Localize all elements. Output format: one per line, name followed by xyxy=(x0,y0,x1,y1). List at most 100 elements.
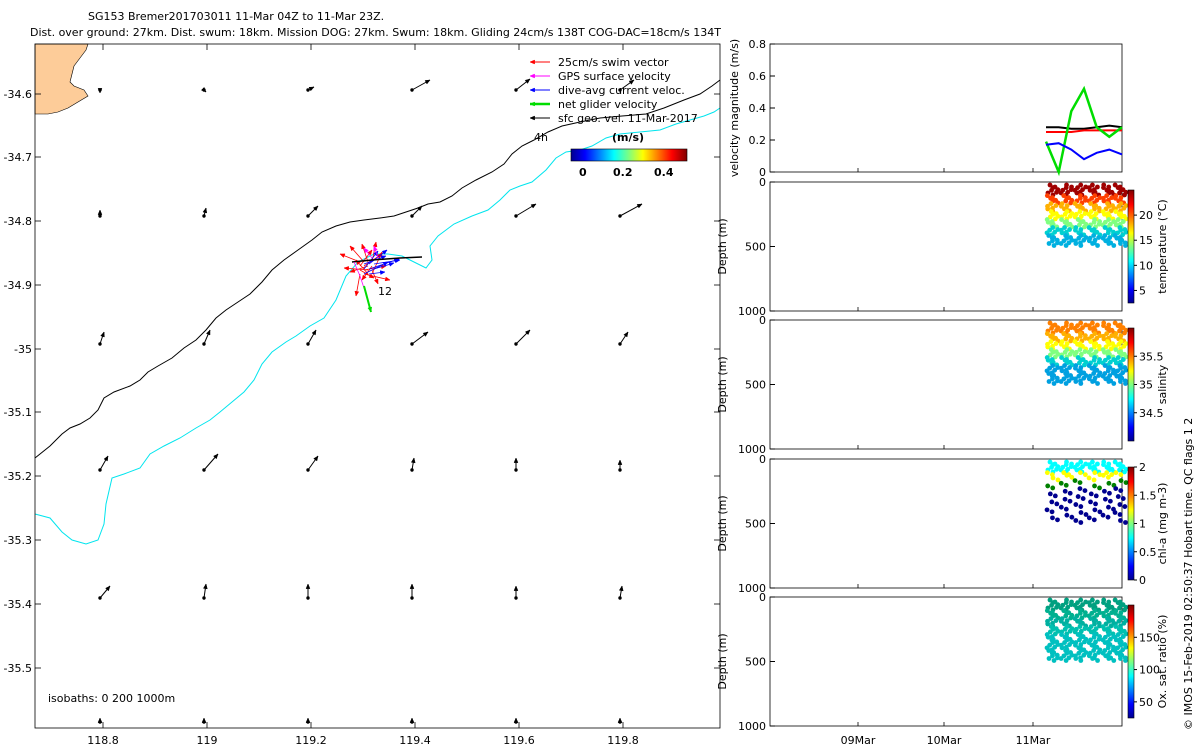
profile-point xyxy=(1106,656,1112,661)
profile-point xyxy=(1050,475,1056,481)
profile-point xyxy=(1049,464,1054,470)
geo-vector-arrow-head xyxy=(530,203,537,209)
profile-point xyxy=(1092,507,1098,513)
gps-vector xyxy=(373,245,379,259)
profile-point xyxy=(1045,621,1051,627)
depth-colorbar xyxy=(1127,189,1135,304)
profile-point xyxy=(1122,192,1127,198)
profile-point xyxy=(1078,504,1084,509)
geo-vector-arrow xyxy=(515,78,531,91)
geo-vector-arrow-head xyxy=(513,585,519,591)
map-y-tick-label: -35.1 xyxy=(4,406,32,419)
map-y-tick-label: -35.4 xyxy=(4,598,32,611)
profile-point xyxy=(1045,219,1051,225)
profile-point xyxy=(1049,187,1054,193)
colorbar-tick-label: 10 xyxy=(1139,259,1153,272)
current-vector-head xyxy=(380,255,387,260)
current-vector xyxy=(373,262,395,270)
geo-vector-arrow-head xyxy=(513,717,519,723)
depth-ytick-label: 500 xyxy=(745,656,766,669)
profile-point xyxy=(1068,338,1074,344)
profile-point xyxy=(1078,459,1084,465)
map-x-tick-label: 119.8 xyxy=(607,734,639,747)
profile-point xyxy=(1055,477,1061,483)
swim-vector-head xyxy=(361,243,366,250)
net-velocity-arrow-head xyxy=(367,306,372,313)
profile-point xyxy=(1105,474,1111,480)
profile-point xyxy=(1062,225,1067,230)
profile-point xyxy=(1096,373,1102,378)
current-vector-head xyxy=(381,249,388,255)
velocity-ytick-label: 0 xyxy=(759,166,766,179)
profile-point xyxy=(1082,224,1087,230)
colorbar-tick-2: 0.4 xyxy=(654,166,674,179)
profile-point xyxy=(1045,206,1051,212)
profile-point xyxy=(1077,222,1082,228)
profile-point xyxy=(1046,371,1052,376)
profile-point xyxy=(1090,379,1095,384)
geo-vector-arrow xyxy=(411,79,431,91)
profile-point xyxy=(1045,634,1051,640)
velocity-ytick-label: 0.8 xyxy=(749,38,767,51)
colorbar-tick-label: 2 xyxy=(1139,461,1146,474)
geo-vector-arrow xyxy=(618,585,624,599)
profile-point xyxy=(1058,203,1064,209)
map-x-tick-label: 119.4 xyxy=(399,734,431,747)
geo-vector-arrow-head xyxy=(617,717,623,723)
profile-point xyxy=(1058,480,1064,486)
geo-vector-arrow-head xyxy=(203,583,208,590)
profile-point xyxy=(1044,193,1050,199)
profile-point xyxy=(1091,371,1097,376)
profile-point xyxy=(1059,230,1065,236)
profile-point xyxy=(1077,624,1083,629)
profile-point xyxy=(1112,195,1118,201)
geo-vector-arrow-head xyxy=(623,331,629,338)
profile-point xyxy=(1123,367,1129,373)
profile-point xyxy=(1113,470,1119,476)
profile-point xyxy=(1097,623,1102,629)
colorbar-label: salinity xyxy=(1156,364,1169,404)
profile-point xyxy=(1109,472,1115,478)
profile-point xyxy=(1078,520,1084,525)
current-vector-head xyxy=(379,270,386,275)
profile-point xyxy=(1117,467,1122,473)
geo-vector-arrow xyxy=(203,329,211,345)
profile-point xyxy=(1105,368,1111,374)
profile-point xyxy=(1059,645,1065,651)
profile-point xyxy=(1063,198,1069,204)
profile-point xyxy=(1118,518,1123,523)
profile-point xyxy=(1090,597,1095,603)
swim-vector-head xyxy=(361,274,367,281)
geo-vector-arrow xyxy=(97,717,103,723)
profile-point xyxy=(1063,243,1069,248)
swim-vector-head xyxy=(349,268,356,273)
geo-vector-arrow xyxy=(99,455,109,471)
profile-point xyxy=(1113,222,1119,228)
legend-arrow-2-head xyxy=(529,87,535,93)
map-y-tick-label: -35.3 xyxy=(4,534,32,547)
profile-point xyxy=(1067,498,1073,504)
profile-point xyxy=(1092,621,1097,627)
map-x-tick-label: 118.8 xyxy=(87,734,119,747)
profile-point xyxy=(1088,499,1093,505)
profile-point xyxy=(1058,241,1064,246)
legend-arrow-4 xyxy=(529,115,550,121)
profile-point xyxy=(1067,642,1072,647)
geo-vector-arrow xyxy=(305,717,311,723)
profile-point xyxy=(1052,354,1058,360)
velocity-ytick-label: 0.6 xyxy=(749,70,767,83)
geo-vector-arrow xyxy=(515,203,537,217)
geo-vector-arrow-head xyxy=(636,203,643,209)
profile-point xyxy=(1092,344,1097,350)
profile-point xyxy=(1117,512,1123,517)
depth-ytick-label: 1000 xyxy=(738,720,766,733)
legend-arrow-3 xyxy=(529,101,550,107)
velocity-axes-box xyxy=(769,43,1123,173)
profile-point xyxy=(1123,644,1129,650)
map-y-tick-label: -35.5 xyxy=(4,662,32,675)
profile-point xyxy=(1123,480,1129,486)
colorbar-tick-label: 34.5 xyxy=(1139,407,1164,420)
profile-point xyxy=(1109,610,1115,616)
geo-vector-arrow-head xyxy=(100,331,105,338)
profile-point xyxy=(1090,459,1095,465)
